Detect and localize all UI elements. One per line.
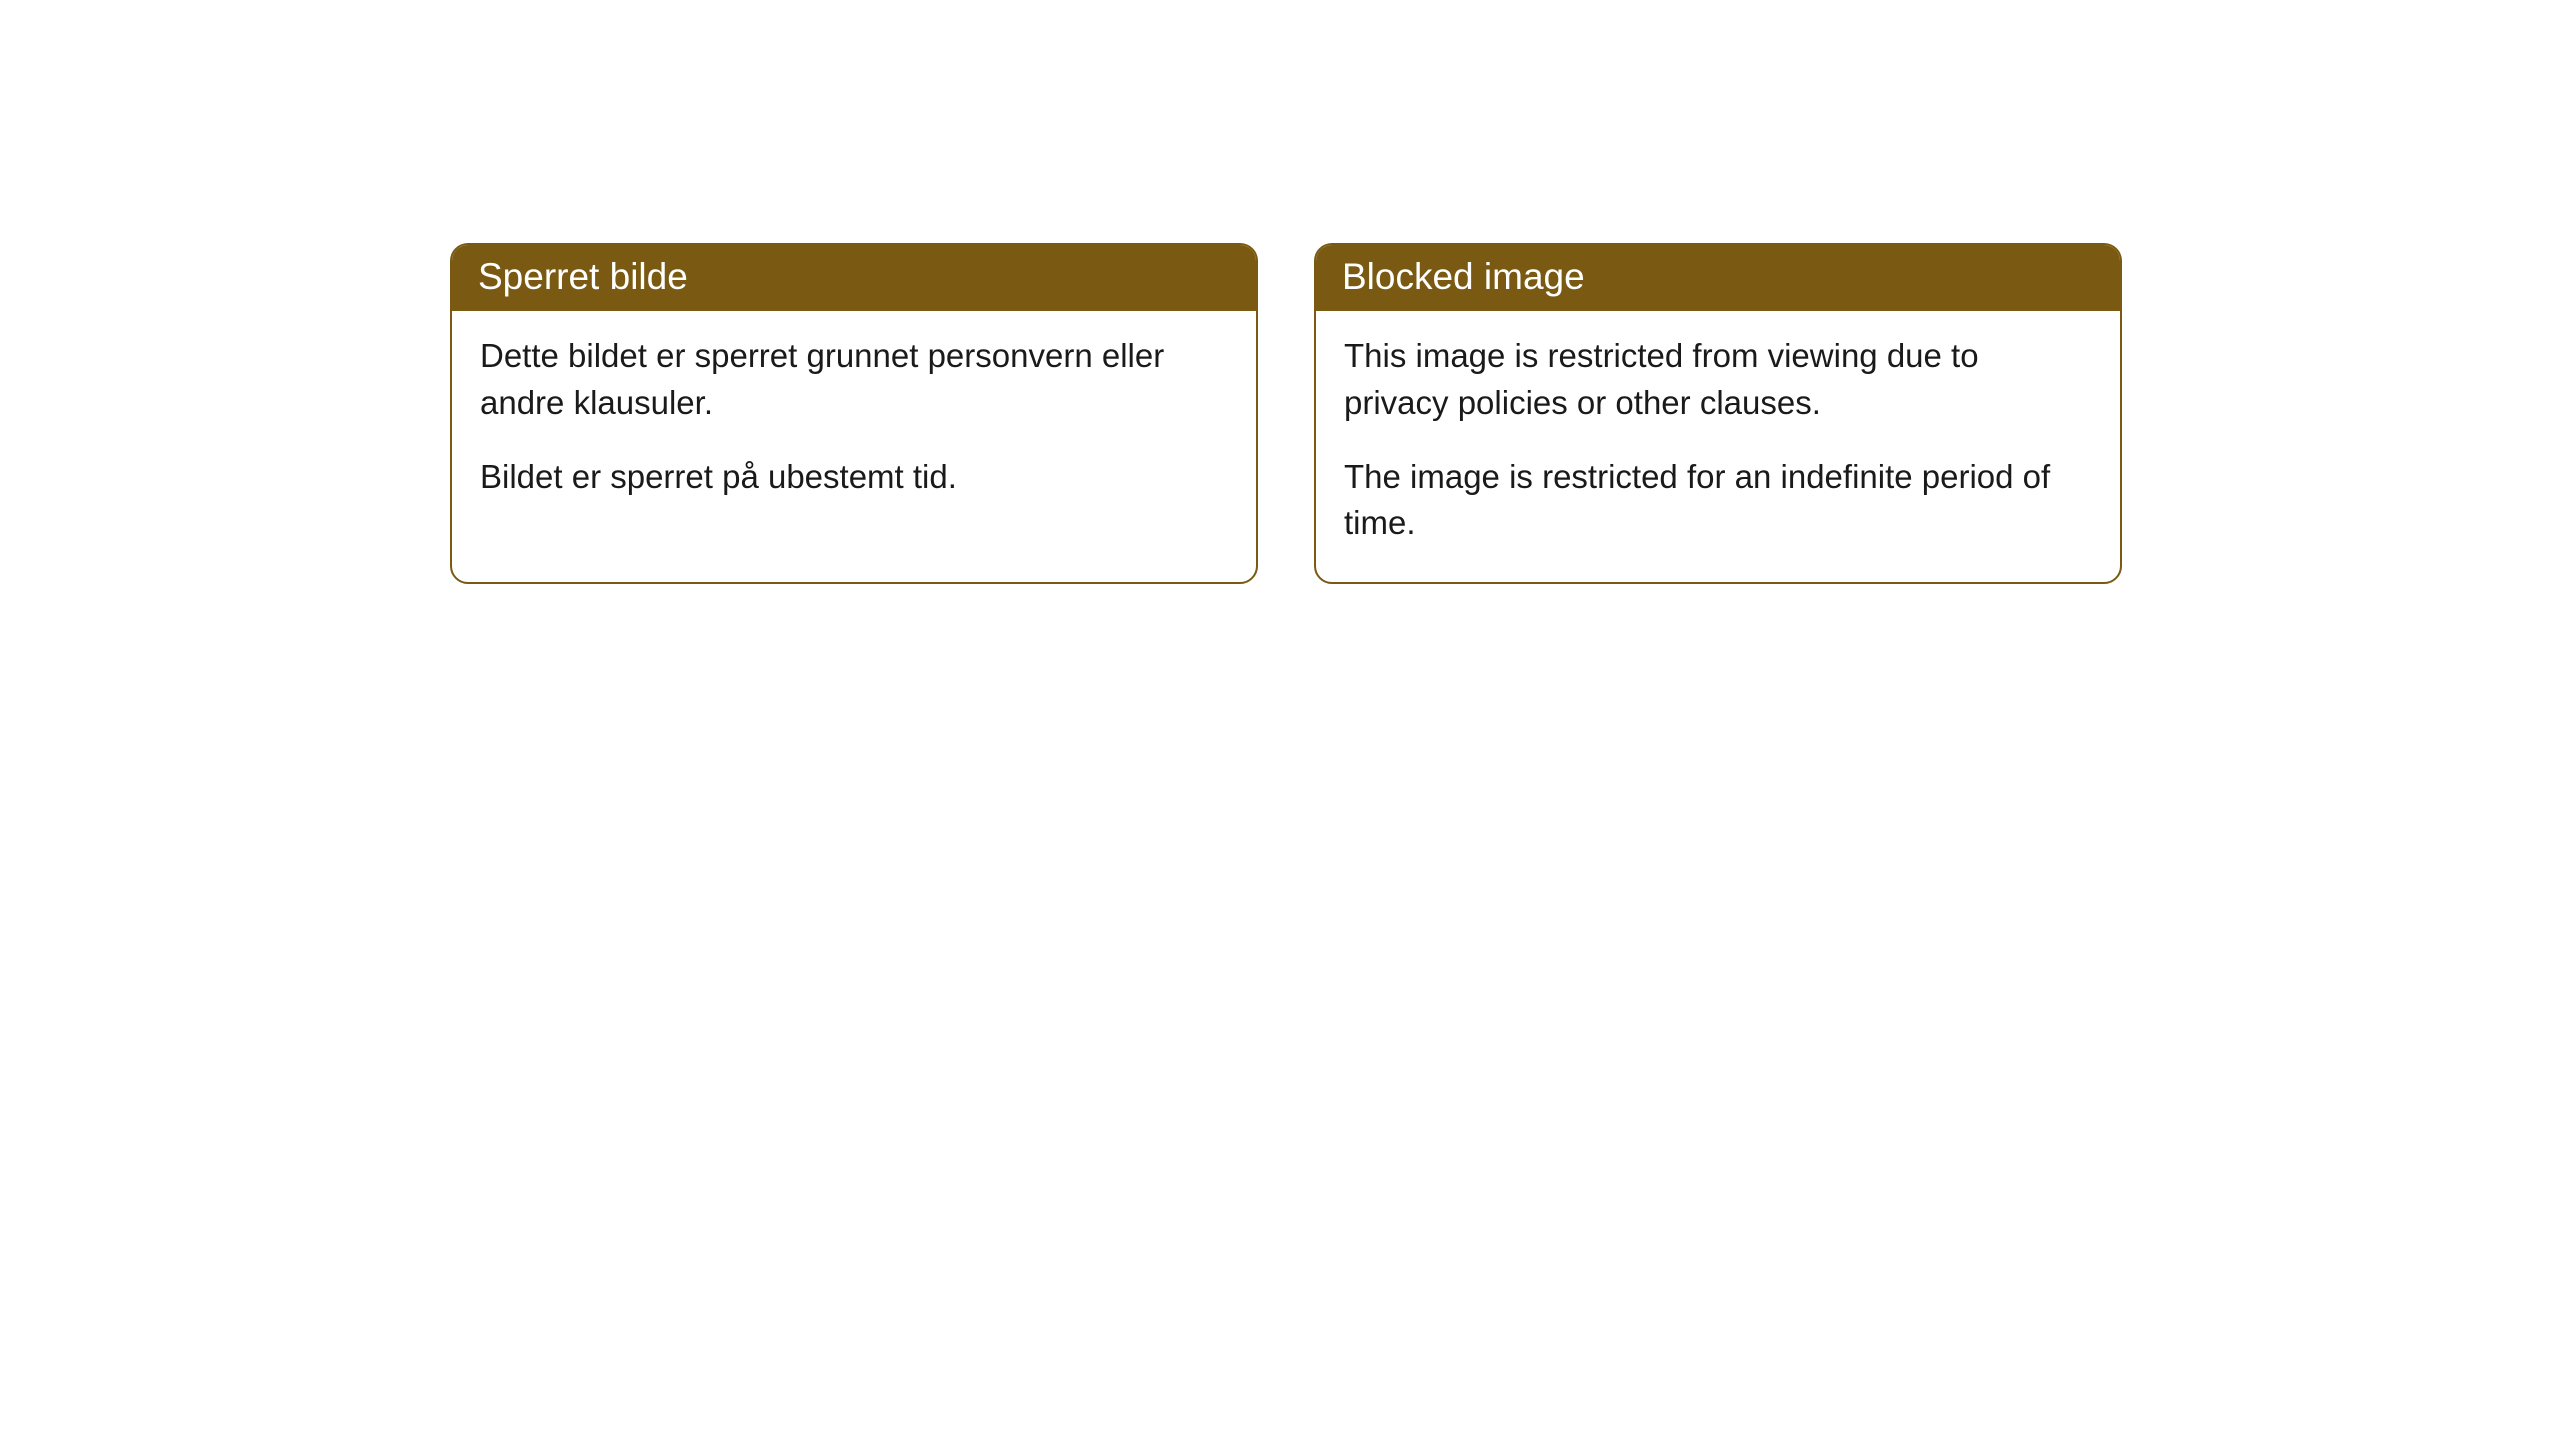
card-paragraph: Dette bildet er sperret grunnet personve…	[480, 333, 1228, 425]
notice-card-norwegian: Sperret bilde Dette bildet er sperret gr…	[450, 243, 1258, 584]
card-body: Dette bildet er sperret grunnet personve…	[452, 311, 1256, 536]
card-title: Sperret bilde	[478, 256, 688, 297]
notice-card-english: Blocked image This image is restricted f…	[1314, 243, 2122, 584]
card-paragraph: The image is restricted for an indefinit…	[1344, 454, 2092, 546]
card-header: Blocked image	[1316, 245, 2120, 311]
card-header: Sperret bilde	[452, 245, 1256, 311]
card-paragraph: This image is restricted from viewing du…	[1344, 333, 2092, 425]
card-title: Blocked image	[1342, 256, 1585, 297]
card-body: This image is restricted from viewing du…	[1316, 311, 2120, 582]
card-paragraph: Bildet er sperret på ubestemt tid.	[480, 454, 1228, 500]
notice-cards-container: Sperret bilde Dette bildet er sperret gr…	[450, 243, 2122, 584]
